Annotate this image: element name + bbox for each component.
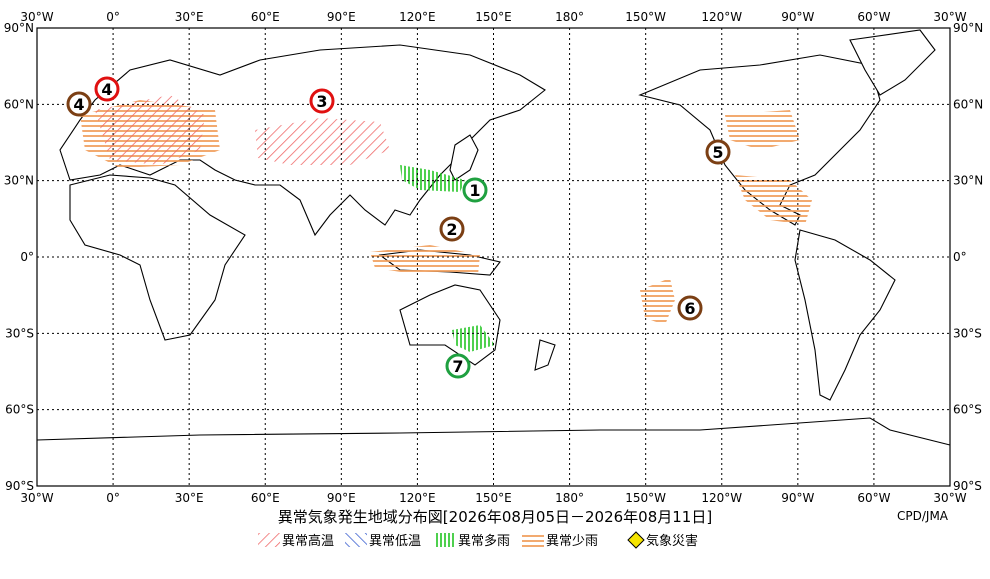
lon-label-top: 150°W — [625, 10, 666, 24]
marker-number: 3 — [316, 92, 327, 111]
graticule — [37, 28, 950, 486]
lon-label-bottom: 60°E — [251, 491, 280, 505]
marker-ring — [309, 88, 335, 114]
marker-ring — [462, 177, 488, 203]
legend-label: 気象災害 — [646, 533, 698, 549]
marker-ring — [677, 295, 703, 321]
lon-label-top: 90°E — [327, 10, 356, 24]
marker-ring — [705, 139, 731, 165]
lon-label-bottom: 90°W — [781, 491, 814, 505]
lon-label-top: 180° — [555, 10, 584, 24]
lat-label-left: 0° — [20, 250, 34, 264]
lat-label-right: 30°S — [953, 326, 982, 340]
lon-label-bottom: 120°E — [399, 491, 436, 505]
lon-label-top: 60°W — [857, 10, 890, 24]
legend-label: 異常低温 — [369, 534, 421, 549]
marker-number: 6 — [684, 299, 695, 318]
lat-label-right: 0° — [953, 250, 967, 264]
map-title: 異常気象発生地域分布図[2026年08月05日－2026年08月11日] — [278, 508, 712, 526]
lat-label-left: 60°N — [4, 97, 34, 111]
marker-number: 5 — [712, 143, 723, 162]
lon-label-top: 30°W — [20, 10, 53, 24]
lon-label-top: 60°E — [251, 10, 280, 24]
axis-labels: 30°W30°W0°0°30°E30°E60°E60°E90°E90°E120°… — [4, 10, 984, 505]
lon-label-bottom: 150°E — [475, 491, 512, 505]
lat-label-right: 60°N — [953, 97, 983, 111]
legend-swatch — [345, 533, 367, 547]
lon-label-top: 30°W — [933, 10, 966, 24]
lon-label-bottom: 0° — [106, 491, 120, 505]
lat-label-right: 30°N — [953, 174, 983, 188]
legend: 異常高温 異常低温 異常多雨 異常少雨 気象災害 — [258, 531, 698, 549]
lon-label-top: 0° — [106, 10, 120, 24]
lon-label-top: 120°E — [399, 10, 436, 24]
lat-label-left: 60°S — [5, 403, 34, 417]
marker-ring — [94, 76, 120, 102]
lon-label-top: 120°W — [701, 10, 742, 24]
lon-label-bottom: 90°E — [327, 491, 356, 505]
lon-label-bottom: 30°W — [933, 491, 966, 505]
lat-label-left: 30°N — [4, 174, 34, 188]
marker-number: 7 — [452, 357, 463, 376]
marker-number: 1 — [469, 181, 480, 200]
lat-label-left: 90°S — [5, 479, 34, 493]
lon-label-top: 30°E — [175, 10, 204, 24]
legend-label: 異常少雨 — [546, 534, 598, 549]
legend-swatch — [627, 531, 645, 549]
lat-label-left: 90°N — [4, 21, 34, 35]
legend-swatch — [258, 533, 280, 547]
legend-label: 異常高温 — [282, 533, 334, 549]
lon-label-bottom: 180° — [555, 491, 584, 505]
lon-label-top: 90°W — [781, 10, 814, 24]
marker-number: 4 — [101, 80, 112, 99]
lon-label-bottom: 150°W — [625, 491, 666, 505]
marker-number: 2 — [446, 220, 457, 239]
lon-label-top: 150°E — [475, 10, 512, 24]
event-markers: 1 2 3 44 5 6 7 — [66, 76, 731, 379]
lat-label-left: 30°S — [5, 326, 34, 340]
marker-ring — [439, 216, 465, 242]
credit: CPD/JMA — [897, 509, 949, 523]
lon-label-bottom: 30°E — [175, 491, 204, 505]
marker-ring — [66, 91, 92, 117]
marker-ring — [445, 353, 471, 379]
legend-swatch — [522, 533, 544, 547]
lon-label-bottom: 60°W — [857, 491, 890, 505]
anomaly-areas — [80, 95, 812, 352]
marker-number: 4 — [73, 95, 84, 114]
lat-label-right: 90°N — [953, 21, 983, 35]
lon-label-bottom: 120°W — [701, 491, 742, 505]
legend-swatch — [434, 533, 456, 547]
lon-label-bottom: 30°W — [20, 491, 53, 505]
lat-label-right: 60°S — [953, 403, 982, 417]
legend-label: 異常多雨 — [458, 533, 510, 549]
lat-label-right: 90°S — [953, 479, 982, 493]
